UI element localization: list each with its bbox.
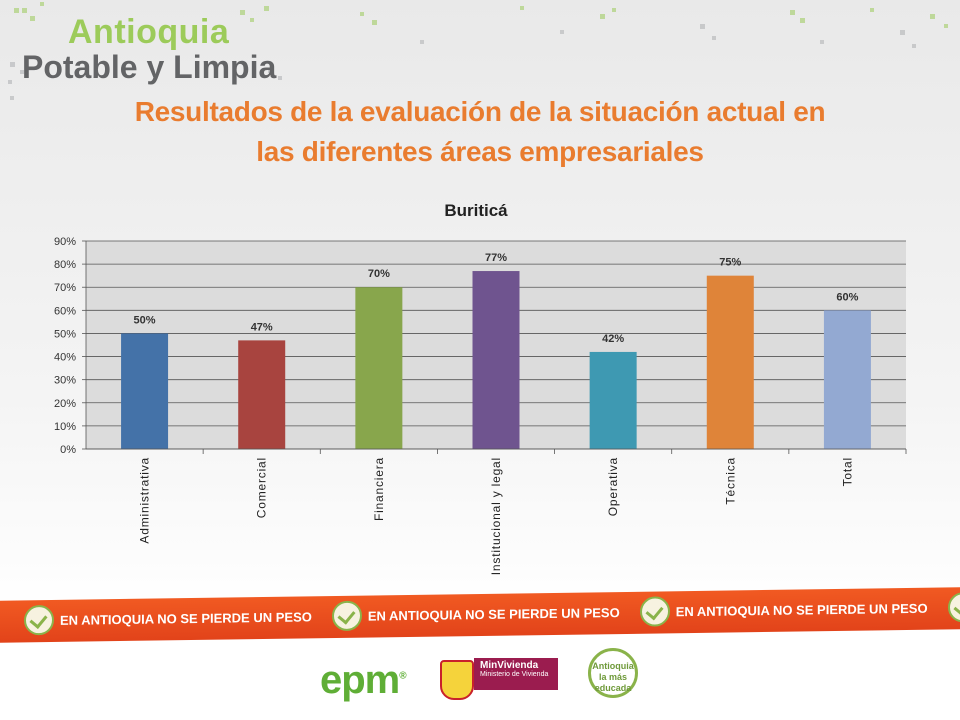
y-tick-label: 0% (60, 444, 76, 456)
chart-title: Buriticá (444, 201, 508, 220)
logo-line-2: Potable y Limpia (22, 49, 277, 85)
y-tick-label: 80% (54, 259, 76, 271)
antioquia-potable-logo: Antioquia Potable y Limpia (22, 14, 276, 84)
data-label: 50% (134, 314, 156, 326)
logo-line-1: Antioquia (68, 13, 230, 51)
x-tick-label: Administrativa (138, 457, 152, 544)
slide-title: Resultados de la evaluación de la situac… (134, 96, 826, 167)
x-tick-label: Institucional y legal (489, 457, 503, 575)
y-tick-label: 40% (54, 352, 76, 364)
x-tick-label: Operativa (606, 457, 620, 516)
x-tick-label: Total (840, 457, 854, 486)
y-tick-label: 60% (54, 305, 76, 317)
y-tick-label: 70% (54, 282, 76, 294)
y-tick-label: 20% (54, 398, 76, 410)
data-label: 42% (602, 333, 624, 345)
colombia-shield-icon (440, 660, 474, 700)
y-tick-label: 50% (54, 328, 76, 340)
x-tick-label: Financiera (372, 457, 386, 521)
decorative-dots (8, 2, 948, 100)
slogan-item: EN ANTIOQUIA NO SE PIERDE UN PESO (24, 601, 312, 636)
slogan-text: EN ANTIOQUIA NO SE PIERDE UN PESO (367, 604, 620, 624)
seal-icon (947, 592, 960, 623)
bar-t-cnica (706, 275, 754, 449)
bar-total (823, 310, 871, 449)
data-label: 60% (836, 291, 858, 303)
x-tick-label: Comercial (255, 457, 269, 518)
y-tick-label: 30% (54, 375, 76, 387)
slogan-item: EN ANTIOQUIA NO SE PIERDE UN PESO (639, 593, 928, 627)
data-label: 47% (251, 321, 273, 333)
slogan-item: EN ANTIOQUIA NO SE PIERDE UN PESO (331, 597, 620, 632)
data-label: 75% (719, 257, 741, 269)
minvivienda-logo: MinVivienda Ministerio de Vivienda (474, 658, 558, 690)
minvivienda-subtitle: Ministerio de Vivienda (480, 671, 549, 678)
bar-chart: Buriticá 0% 10% 20% 30% 40% 50% 60% 70% 80% 90% 50%… (20, 186, 920, 606)
bar-financiera (355, 287, 403, 449)
seal-icon (331, 600, 362, 632)
x-tick-label: Técnica (723, 457, 737, 505)
bar-administrativa (121, 333, 169, 449)
bar-comercial (238, 340, 286, 449)
minvivienda-name: MinVivienda (480, 660, 539, 671)
epm-logo: epm® (320, 658, 407, 702)
bar-institucional-y-legal (472, 271, 520, 449)
antioquia-educada-badge: Antioquia la más educada (588, 648, 638, 698)
y-tick-label: 90% (54, 236, 76, 248)
slogan-text: EN ANTIOQUIA NO SE PIERDE UN PESO (60, 608, 312, 628)
slogan-item: EN ANTIOQUIA NO SE PIERDE UN PESO (947, 588, 960, 623)
bar-operativa (589, 351, 637, 449)
slogan-text: EN ANTIOQUIA NO SE PIERDE UN PESO (675, 600, 928, 619)
seal-icon (639, 596, 670, 627)
y-tick-label: 10% (54, 421, 76, 433)
data-label: 70% (368, 268, 390, 280)
seal-icon (24, 604, 54, 636)
data-label: 77% (485, 252, 507, 264)
chart-svg: Buriticá 0% 10% 20% 30% 40% 50% 60% 70% 80% 90% 50%… (54, 201, 907, 575)
footer-logos: epm® MinVivienda Ministerio de Vivienda … (0, 640, 960, 720)
